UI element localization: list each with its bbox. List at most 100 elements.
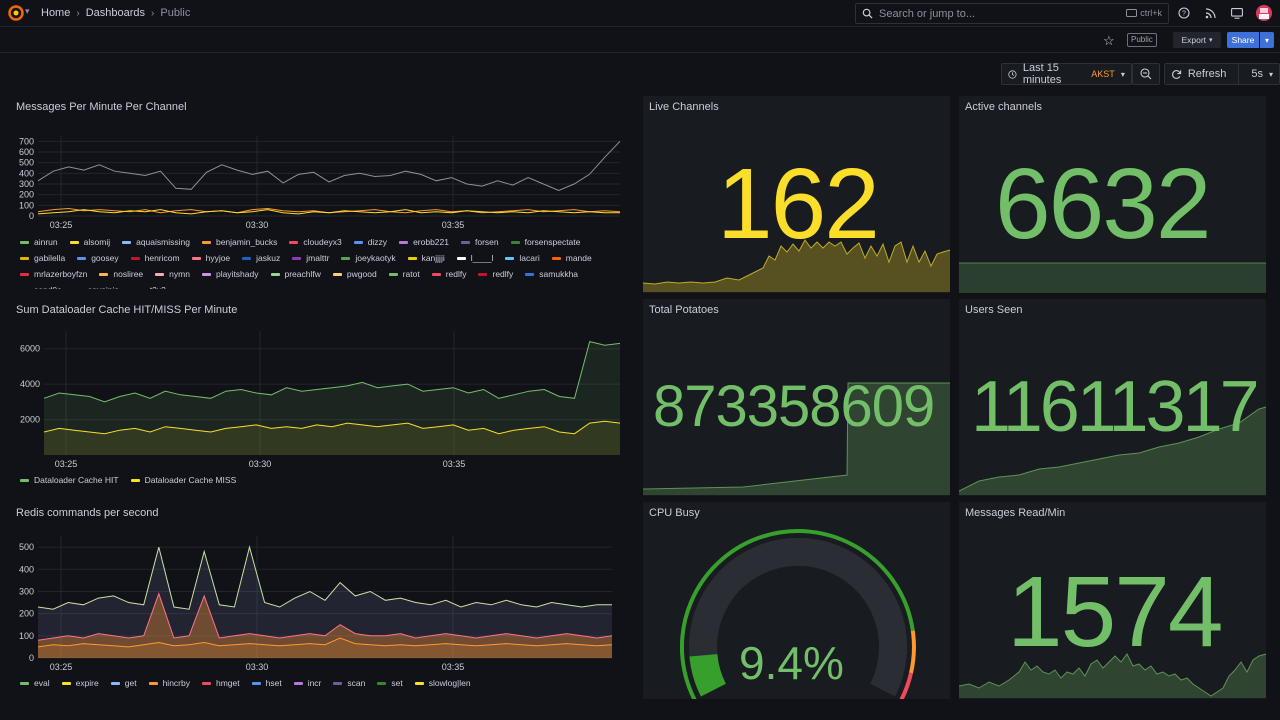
legend-item[interactable]: sgxninja_ <box>73 285 124 289</box>
legend-item[interactable]: goosey <box>77 253 119 263</box>
x-tick-label: 03:25 <box>50 220 73 230</box>
gauge-track <box>689 537 907 697</box>
legend-label: hyyjoe <box>205 253 231 263</box>
legend-swatch <box>130 256 140 260</box>
users-seen-value: 11611317 <box>971 367 1260 447</box>
legend-swatch <box>242 256 252 260</box>
avatar[interactable] <box>1256 5 1272 21</box>
series-line <box>37 592 613 641</box>
series-area <box>38 638 612 658</box>
breadcrumb-current: Public <box>160 7 191 19</box>
legend-item[interactable]: nosliree <box>99 269 143 279</box>
rss-icon[interactable] <box>1203 6 1217 20</box>
cache-hit-miss-chart: 2000 4000 6000 03:25 03:30 03:35 <box>20 331 621 469</box>
export-button[interactable]: Export ▾ <box>1173 32 1221 48</box>
legend-item[interactable]: send0o <box>20 285 62 289</box>
zoom-out-button[interactable] <box>1131 63 1160 85</box>
legend-item[interactable]: benjamin_bucks <box>201 237 278 247</box>
series-line <box>37 140 621 191</box>
legend-item[interactable]: cloudeyx3 <box>289 237 342 247</box>
legend-swatch <box>99 272 109 276</box>
legend-item[interactable]: ratot <box>388 269 420 279</box>
legend-item[interactable]: playitshady <box>201 269 259 279</box>
legend-label: set <box>391 678 403 688</box>
total-potatoes-value: 873358609 <box>653 374 935 439</box>
panel-title: Sum Dataloader Cache HIT/MISS Per Minute <box>16 304 238 316</box>
breadcrumb-home[interactable]: Home <box>41 7 71 19</box>
legend-item[interactable]: get <box>110 678 137 688</box>
legend-item[interactable]: ainrun <box>20 237 58 247</box>
legend-item[interactable]: preachlfw <box>270 269 321 279</box>
legend-item[interactable]: forsen <box>460 237 499 247</box>
legend-item[interactable]: eval <box>20 678 50 688</box>
legend-swatch <box>20 288 29 289</box>
grafana-logo-icon[interactable] <box>8 5 24 21</box>
legend-item[interactable]: aquaismissing <box>122 237 190 247</box>
legend-item[interactable]: nymn <box>155 269 190 279</box>
legend-item[interactable]: joeykaotyk <box>341 253 396 263</box>
legend-swatch <box>61 681 71 685</box>
legend-item[interactable]: pwgood <box>332 269 377 279</box>
legend-item[interactable]: lacari <box>505 253 540 263</box>
chart-legend: Dataloader Cache HIT Dataloader Cache MIS… <box>20 475 620 489</box>
panel-title: Redis commands per second <box>16 507 159 519</box>
legend-item[interactable]: expire <box>61 678 99 688</box>
legend-item[interactable]: set <box>377 678 403 688</box>
breadcrumb-dashboards[interactable]: Dashboards <box>85 7 146 19</box>
redis-commands-chart: 0 100 200 300 400 500 03:25 03:30 03:35 <box>19 536 613 672</box>
legend-item[interactable]: hmget <box>201 678 240 688</box>
legend-swatch <box>155 272 165 276</box>
legend-swatch <box>399 240 409 244</box>
legend-item[interactable]: redlfy <box>431 269 466 279</box>
total-potatoes-sparkline <box>643 382 950 495</box>
legend-item[interactable]: incr <box>293 678 321 688</box>
legend-item[interactable]: jaskuz <box>242 253 280 263</box>
refresh-button[interactable]: Refresh 5s ▾ <box>1163 63 1280 85</box>
legend-label: slowlog|len <box>428 678 471 688</box>
legend-item[interactable]: mrlazerboyfzn <box>20 269 87 279</box>
help-icon[interactable]: ? <box>1177 6 1191 20</box>
y-tick-label: 0 <box>29 211 34 221</box>
legend-item[interactable]: jmalttr <box>292 253 329 263</box>
legend-label: scan <box>347 678 366 688</box>
legend-item[interactable]: henricom <box>130 253 180 263</box>
legend-item[interactable]: alsomij <box>69 237 110 247</box>
legend-swatch <box>460 240 470 244</box>
legend-label: preachlfw <box>284 269 321 279</box>
refresh-interval: 5s <box>1251 68 1263 80</box>
legend-item[interactable]: hincrby <box>148 678 190 688</box>
legend-item[interactable]: gabilella <box>20 253 65 263</box>
share-button[interactable]: Share <box>1227 32 1259 48</box>
legend-item[interactable]: Dataloader Cache MISS <box>130 475 236 485</box>
legend-label: aquaismissing <box>136 237 190 247</box>
time-range-picker[interactable]: Last 15 minutes AKST ▾ <box>1001 62 1132 86</box>
legend-item[interactable]: forsenspectate <box>510 237 580 247</box>
legend-item[interactable]: samukkha <box>525 269 578 279</box>
legend-item[interactable]: erobb221 <box>399 237 449 247</box>
legend-item[interactable]: mande <box>551 253 592 263</box>
legend-swatch <box>341 256 351 260</box>
legend-item[interactable]: hyyjoe <box>191 253 231 263</box>
series-line <box>37 209 620 215</box>
share-dropdown-button[interactable]: ▾ <box>1260 32 1274 48</box>
legend-swatch <box>130 478 140 482</box>
panel-title: Users Seen <box>965 304 1023 316</box>
legend-item[interactable]: scan <box>333 678 365 688</box>
legend-item[interactable]: l____l <box>456 253 493 263</box>
x-tick-label: 03:30 <box>246 220 269 230</box>
legend-item[interactable]: hset <box>251 678 282 688</box>
legend-item[interactable]: Dataloader Cache HIT <box>20 475 119 485</box>
legend-item[interactable]: dizzy <box>353 237 387 247</box>
public-tag[interactable]: Public <box>1127 33 1157 47</box>
x-tick-label: 03:35 <box>443 459 466 469</box>
legend-label: benjamin_bucks <box>215 237 278 247</box>
star-icon[interactable]: ☆ <box>1103 33 1115 48</box>
search-input[interactable]: Search or jump to... ctrl+k <box>855 3 1169 24</box>
legend-item[interactable]: slowlog|len <box>414 678 471 688</box>
legend-swatch <box>407 256 417 260</box>
chevron-down-icon[interactable]: ▾ <box>25 6 30 16</box>
kiosk-mode-icon[interactable] <box>1230 6 1244 20</box>
legend-item[interactable]: t2x2 <box>135 285 166 289</box>
legend-item[interactable]: kanjjjji <box>407 253 445 263</box>
legend-item[interactable]: redlfy <box>478 269 513 279</box>
